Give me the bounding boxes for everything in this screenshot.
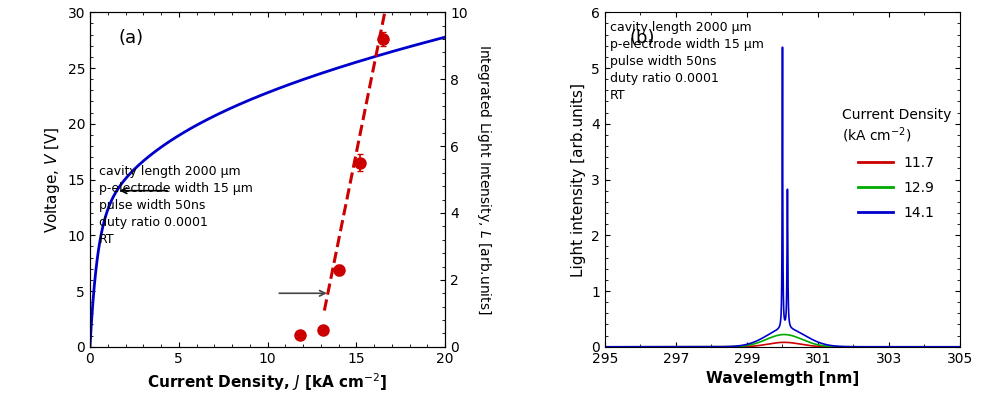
Y-axis label: Voltage, $V$ [V]: Voltage, $V$ [V] [43, 126, 62, 233]
Y-axis label: Light intensity [arb.units]: Light intensity [arb.units] [571, 82, 586, 277]
Text: cavity length 2000 μm
p-electrode width 15 μm
pulse width 50ns
duty ratio 0.0001: cavity length 2000 μm p-electrode width … [610, 21, 764, 102]
Text: (b): (b) [630, 29, 655, 47]
Text: cavity length 2000 μm
p-electrode width 15 μm
pulse width 50ns
duty ratio 0.0001: cavity length 2000 μm p-electrode width … [99, 165, 253, 246]
Legend: 11.7, 12.9, 14.1: 11.7, 12.9, 14.1 [836, 103, 957, 226]
Y-axis label: Integrated Light Intensity, $L$ [arb.units]: Integrated Light Intensity, $L$ [arb.uni… [475, 44, 493, 315]
X-axis label: Current Density, $J$ [kA cm$^{-2}$]: Current Density, $J$ [kA cm$^{-2}$] [147, 371, 388, 393]
X-axis label: Wavelemgth [nm]: Wavelemgth [nm] [706, 371, 859, 386]
Text: (a): (a) [118, 29, 144, 47]
